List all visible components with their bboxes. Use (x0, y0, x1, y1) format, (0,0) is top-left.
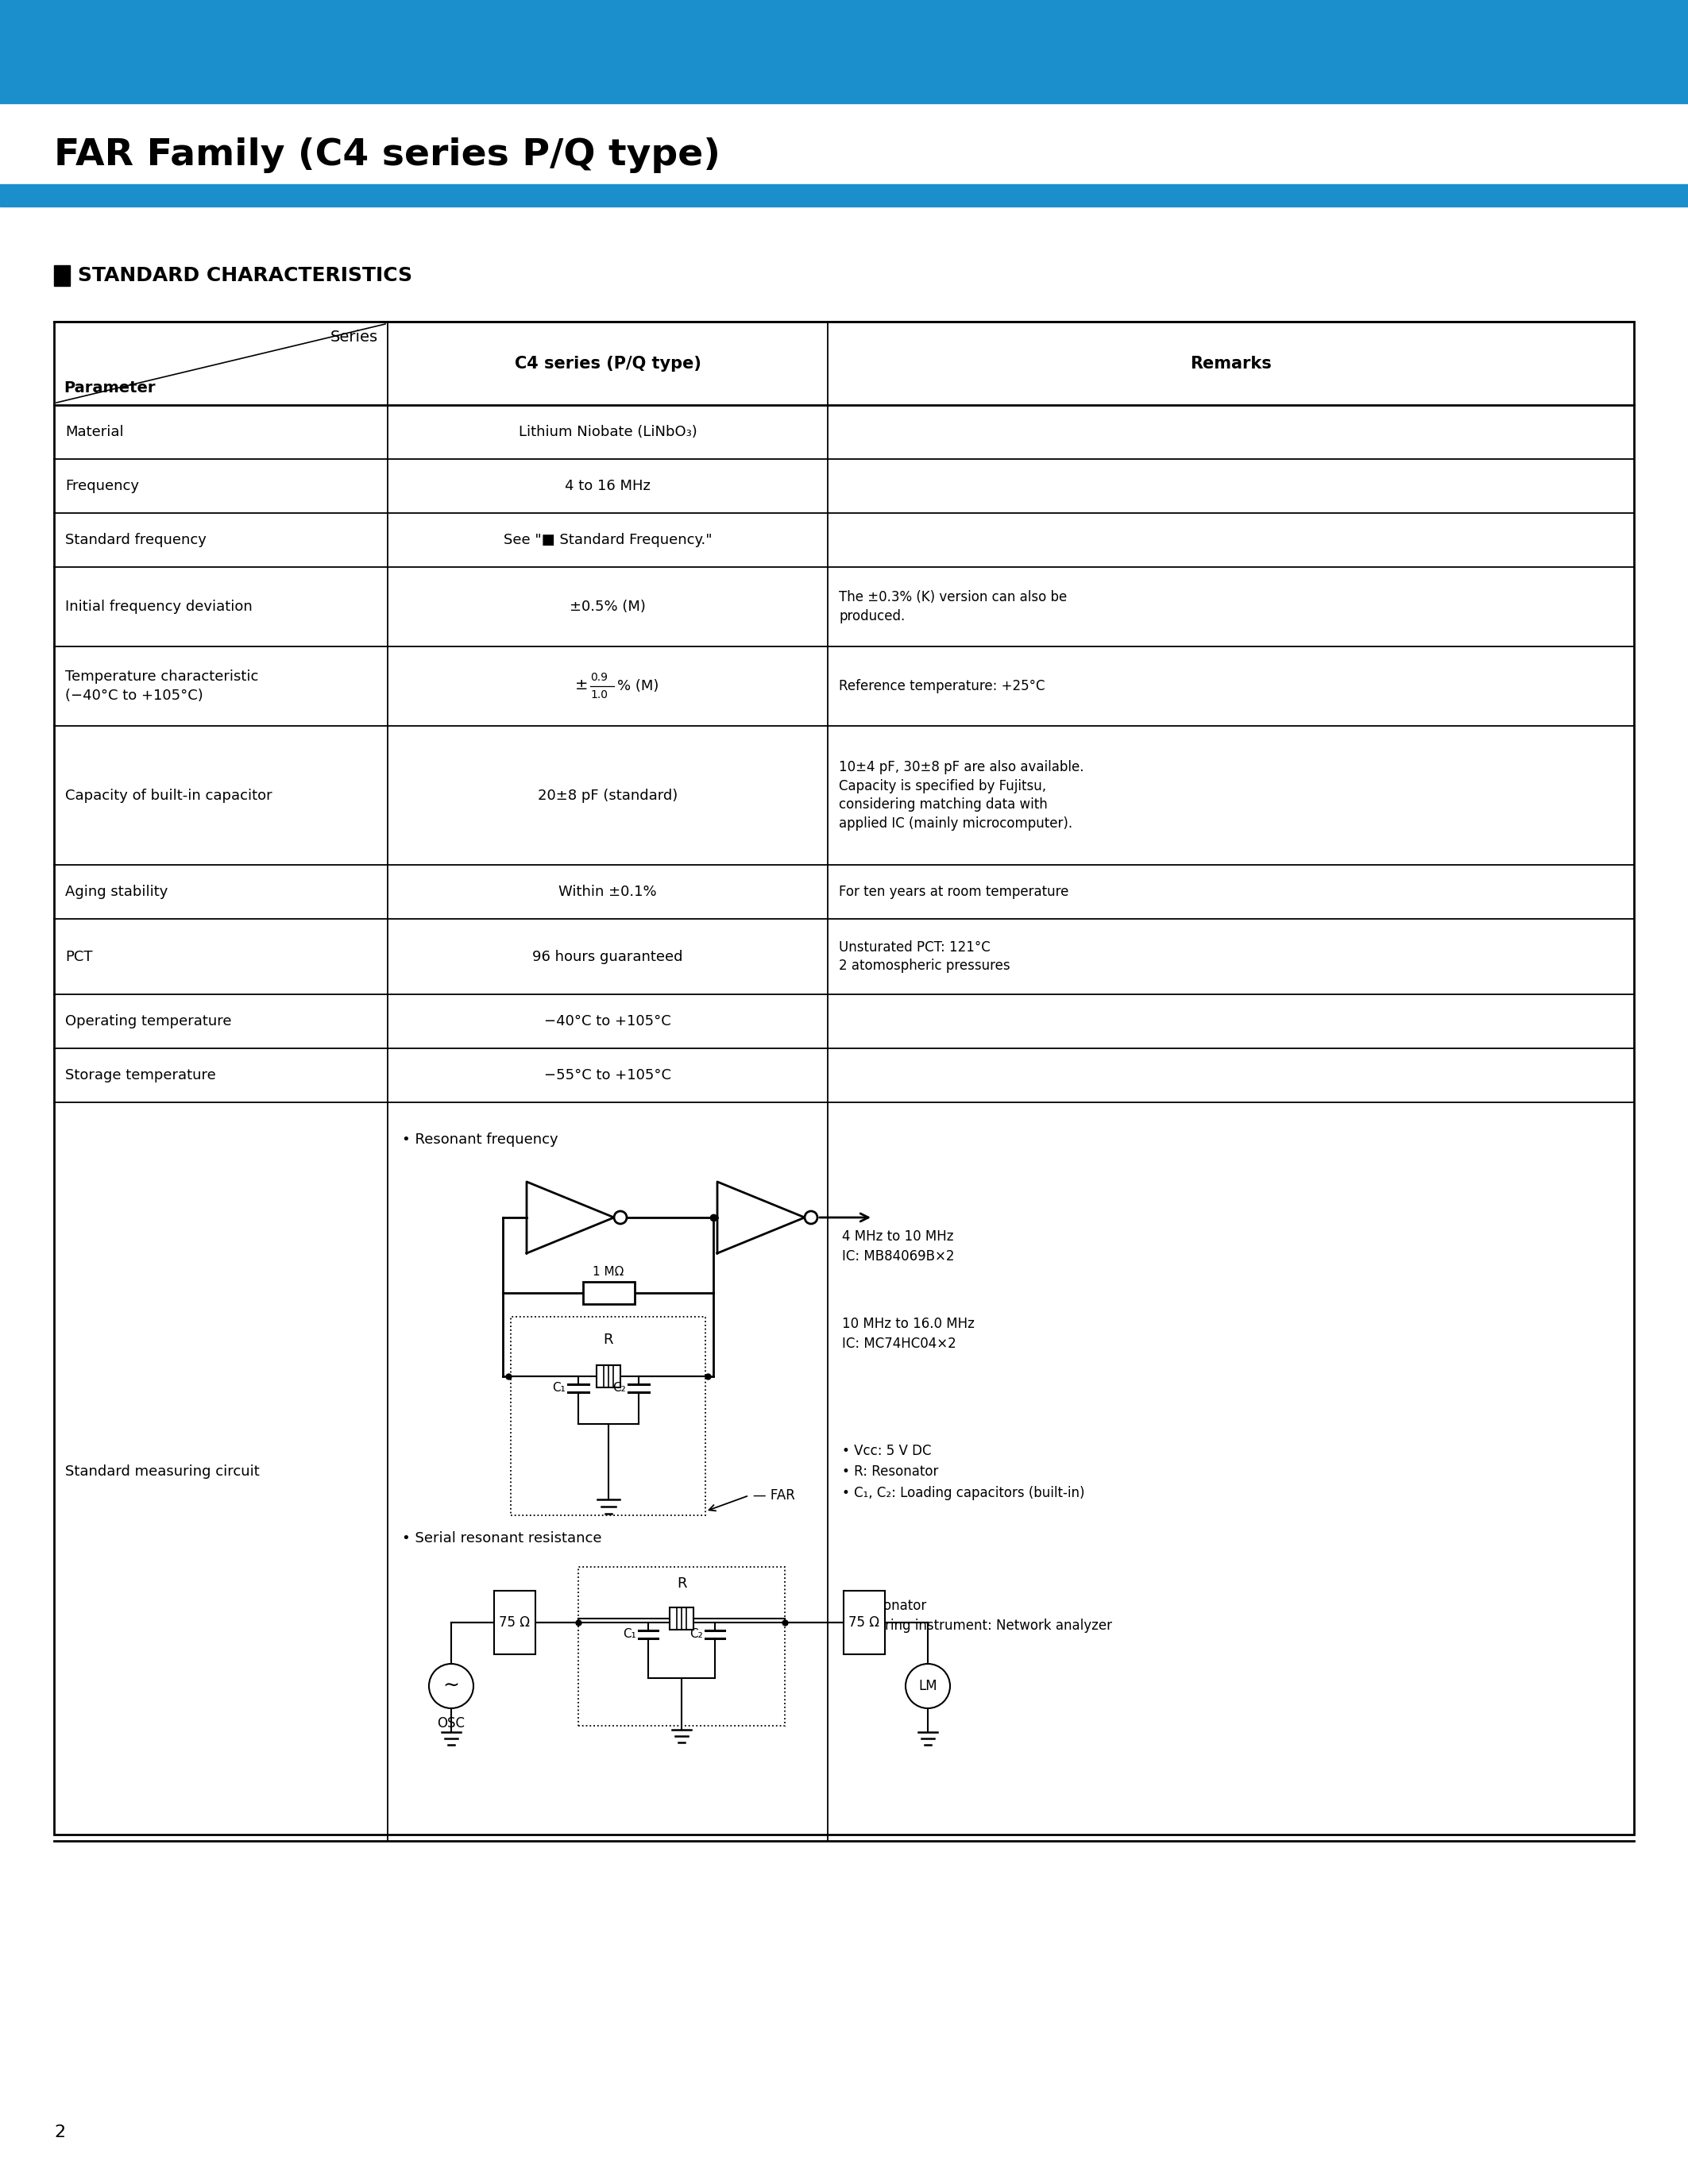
Text: C₂: C₂ (690, 1629, 702, 1640)
Bar (54, 264, 69, 286)
Text: — FAR: — FAR (753, 1487, 795, 1503)
Text: −40°C to +105°C: −40°C to +105°C (544, 1013, 672, 1029)
Text: % (M): % (M) (618, 679, 658, 692)
Bar (0, 0, 1688, 103)
Text: Temperature characteristic
(−40°C to +105°C): Temperature characteristic (−40°C to +10… (66, 670, 258, 703)
Text: Within ±0.1%: Within ±0.1% (559, 885, 657, 900)
Bar (54, 321, 1634, 1835)
Text: Series: Series (331, 330, 378, 345)
Text: 1.0: 1.0 (591, 690, 608, 701)
Text: R: Resonator
Measuring instrument: Network analyzer: R: Resonator Measuring instrument: Netwo… (842, 1599, 1112, 1634)
Text: Initial frequency deviation: Initial frequency deviation (66, 601, 253, 614)
Text: 75 Ω: 75 Ω (849, 1616, 879, 1629)
Text: FAR Family (C4 series P/Q type): FAR Family (C4 series P/Q type) (54, 138, 721, 173)
Text: • Vcc: 5 V DC
• R: Resonator
• C₁, C₂: Loading capacitors (built-in): • Vcc: 5 V DC • R: Resonator • C₁, C₂: L… (842, 1444, 1085, 1500)
Text: 2: 2 (54, 2125, 66, 2140)
Circle shape (614, 1212, 626, 1223)
Text: • Resonant frequency: • Resonant frequency (402, 1133, 559, 1147)
Text: Capacity of built-in capacitor: Capacity of built-in capacitor (66, 788, 272, 802)
Text: 75 Ω: 75 Ω (500, 1616, 530, 1629)
Text: The ±0.3% (K) version can also be
produced.: The ±0.3% (K) version can also be produc… (839, 590, 1067, 622)
Text: Operating temperature: Operating temperature (66, 1013, 231, 1029)
Text: See "■ Standard Frequency.": See "■ Standard Frequency." (503, 533, 712, 548)
Text: Parameter: Parameter (64, 380, 155, 395)
Text: Material: Material (66, 426, 123, 439)
Text: PCT: PCT (66, 950, 93, 963)
Text: C₁: C₁ (552, 1382, 565, 1393)
Text: C4 series (P/Q type): C4 series (P/Q type) (515, 356, 701, 371)
Circle shape (805, 1212, 817, 1223)
Text: Unsturated PCT: 121°C
2 atomospheric pressures: Unsturated PCT: 121°C 2 atomospheric pre… (839, 939, 1009, 974)
Text: Frequency: Frequency (66, 478, 138, 494)
Text: 4 to 16 MHz: 4 to 16 MHz (565, 478, 650, 494)
Text: 20±8 pF (standard): 20±8 pF (standard) (538, 788, 677, 802)
Text: C₂: C₂ (613, 1382, 626, 1393)
Text: Aging stability: Aging stability (66, 885, 167, 900)
Bar (579, 1566, 785, 1725)
Text: LM: LM (918, 1679, 937, 1693)
Bar (582, 1282, 635, 1304)
Text: Standard frequency: Standard frequency (66, 533, 206, 548)
Polygon shape (527, 1182, 614, 1254)
Text: STANDARD CHARACTERISTICS: STANDARD CHARACTERISTICS (78, 266, 412, 286)
Bar (0, 183, 1688, 207)
Text: Remarks: Remarks (1190, 356, 1271, 371)
Bar (511, 1317, 706, 1516)
Bar (670, 1607, 694, 1629)
Text: R: R (677, 1577, 687, 1590)
Text: R: R (603, 1332, 613, 1348)
Text: ±: ± (574, 677, 587, 692)
Text: Reference temperature: +25°C: Reference temperature: +25°C (839, 679, 1045, 692)
Bar (596, 1365, 619, 1387)
Text: 0.9: 0.9 (591, 673, 608, 684)
Text: −55°C to +105°C: −55°C to +105°C (544, 1068, 672, 1083)
Text: ±0.5% (M): ±0.5% (M) (569, 601, 647, 614)
Text: For ten years at room temperature: For ten years at room temperature (839, 885, 1069, 900)
Text: ∼: ∼ (442, 1677, 459, 1695)
Bar (844, 1590, 885, 1653)
Text: Standard measuring circuit: Standard measuring circuit (66, 1465, 260, 1479)
Bar (495, 1590, 535, 1653)
Text: 1 MΩ: 1 MΩ (592, 1267, 625, 1278)
Text: C₁: C₁ (623, 1629, 636, 1640)
Text: Lithium Niobate (LiNbO₃): Lithium Niobate (LiNbO₃) (518, 426, 697, 439)
Polygon shape (717, 1182, 805, 1254)
Text: • Serial resonant resistance: • Serial resonant resistance (402, 1531, 601, 1546)
Text: 96 hours guaranteed: 96 hours guaranteed (532, 950, 684, 963)
Text: OSC: OSC (437, 1717, 466, 1730)
Text: Storage temperature: Storage temperature (66, 1068, 216, 1083)
Text: 10±4 pF, 30±8 pF are also available.
Capacity is specified by Fujitsu,
consideri: 10±4 pF, 30±8 pF are also available. Cap… (839, 760, 1084, 830)
Text: 4 MHz to 10 MHz
IC: MB84069B×2: 4 MHz to 10 MHz IC: MB84069B×2 (842, 1230, 954, 1265)
Text: 10 MHz to 16.0 MHz
IC: MC74HC04×2: 10 MHz to 16.0 MHz IC: MC74HC04×2 (842, 1317, 974, 1352)
